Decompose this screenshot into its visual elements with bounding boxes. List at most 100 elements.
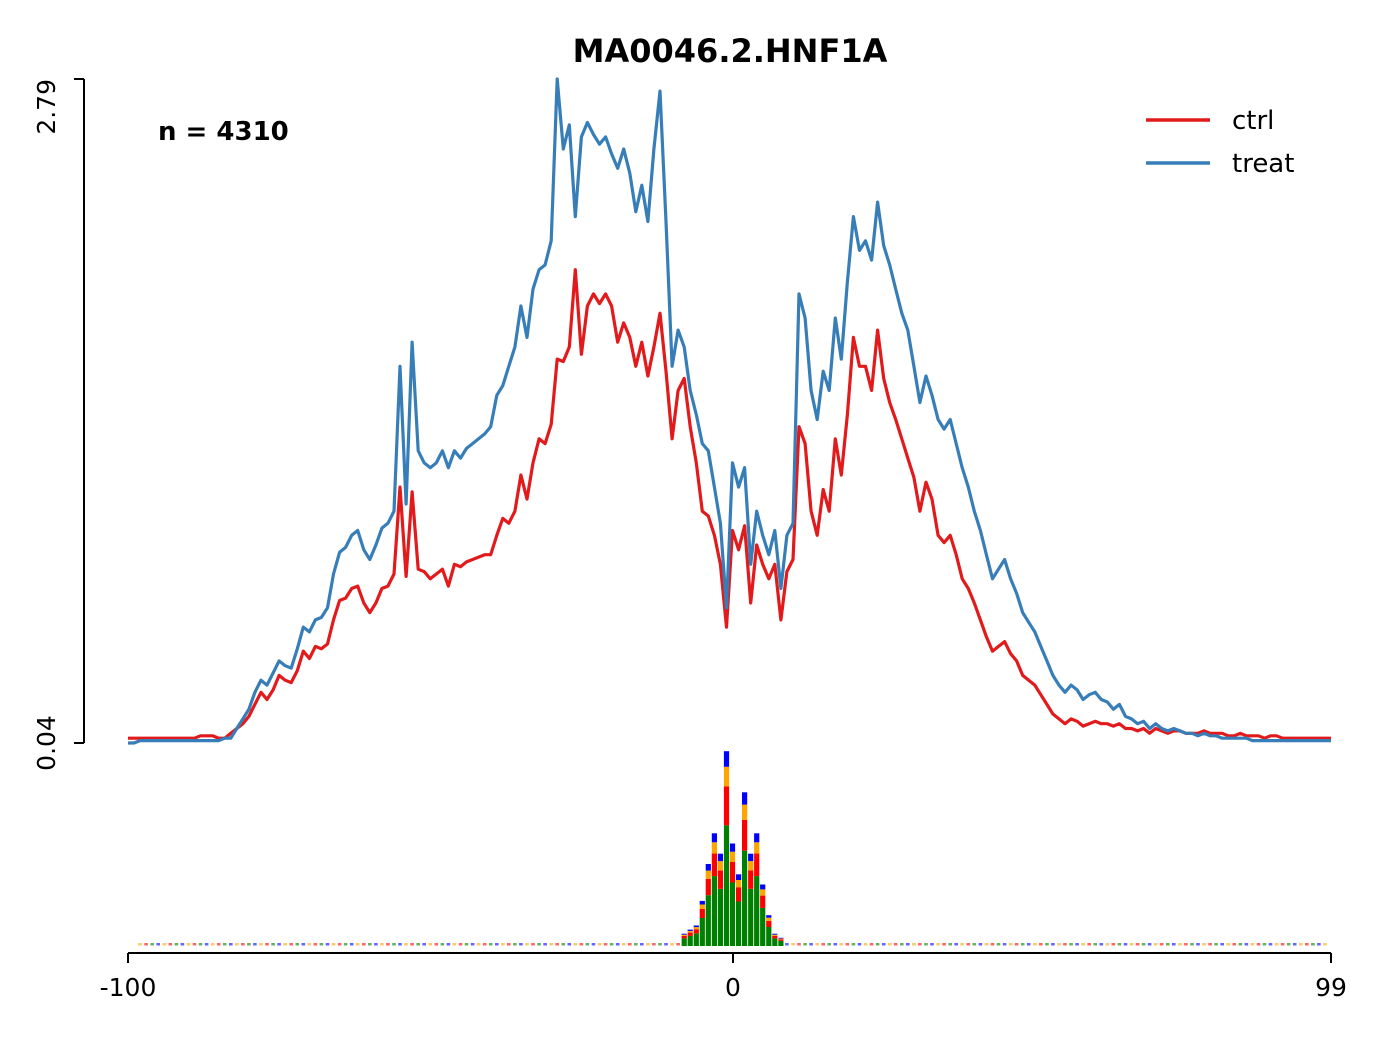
logo-letter-mark — [699, 918, 705, 946]
logo-letter-mark — [748, 870, 754, 889]
logo-letter-mark — [754, 833, 760, 843]
logo-background-mark — [585, 943, 590, 946]
logo-background-mark — [930, 943, 934, 946]
logo-background-mark — [1166, 943, 1170, 946]
logo-letter-mark — [705, 878, 711, 896]
logo-background-mark — [168, 943, 173, 946]
logo-background-mark — [785, 943, 789, 946]
logo-background-mark — [434, 943, 439, 946]
logo-letter-mark — [742, 850, 748, 946]
logo-background-mark — [1172, 943, 1176, 946]
logo-background-mark — [1014, 943, 1019, 946]
logo-letter-mark — [754, 876, 760, 946]
logo-letter-mark — [693, 925, 699, 928]
logo-background-mark — [180, 943, 185, 946]
chart-title: MA0046.2.HNF1A — [573, 32, 888, 70]
logo-letter-mark — [778, 939, 784, 941]
logo-background-mark — [797, 943, 801, 946]
logo-background-mark — [1045, 943, 1049, 946]
logo-background-mark — [676, 943, 680, 946]
logo-background-mark — [984, 943, 989, 946]
logo-letter-mark — [748, 853, 754, 862]
logo-background-mark — [936, 943, 940, 946]
logo-background-mark — [1105, 943, 1110, 946]
logo-background-mark — [1238, 943, 1243, 946]
logo-letter-mark — [693, 927, 699, 930]
logo-letter-mark — [760, 907, 766, 946]
logo-background-mark — [791, 943, 795, 946]
logo-background-mark — [1081, 943, 1085, 946]
logo-letter-mark — [742, 804, 748, 820]
y-tick-label-min: 0.04 — [32, 715, 61, 771]
logo-background-mark — [325, 943, 330, 946]
logo-background-mark — [1051, 943, 1055, 946]
logo-background-mark — [1202, 943, 1206, 946]
logo-background-mark — [349, 943, 354, 946]
logo-background-mark — [138, 943, 142, 946]
logo-background-mark — [229, 943, 233, 946]
logo-background-mark — [615, 943, 620, 946]
logo-background-mark — [301, 943, 306, 946]
logo-letter-mark — [723, 751, 730, 767]
logo-letter-mark — [754, 842, 760, 854]
logo-background-mark — [392, 943, 396, 946]
logo-background-mark — [640, 943, 644, 946]
logo-background-mark — [906, 943, 910, 946]
series-line-treat — [128, 77, 1331, 745]
logo-letter-mark — [754, 853, 760, 877]
logo-background-mark — [525, 943, 529, 946]
logo-background-mark — [277, 943, 281, 946]
logo-background-mark — [597, 943, 602, 946]
logo-background-mark — [996, 943, 1001, 946]
logo-background-mark — [513, 943, 517, 946]
logo-background-mark — [331, 943, 336, 946]
logo-background-mark — [452, 943, 457, 946]
logo-background-mark — [1184, 943, 1188, 946]
logo-background-mark — [863, 943, 868, 946]
logo-background-mark — [253, 943, 257, 946]
logo-letter-mark — [736, 880, 742, 888]
logo-background-mark — [440, 943, 445, 946]
logo-background-mark — [1026, 943, 1031, 946]
logo-background-mark — [488, 943, 493, 946]
logo-background-mark — [1299, 943, 1303, 946]
logo-background-mark — [1286, 943, 1291, 946]
logo-background-mark — [470, 943, 475, 946]
logo-letter-mark — [687, 930, 693, 933]
logo-letter-mark — [729, 843, 736, 852]
logo-background-mark — [271, 943, 275, 946]
logo-background-mark — [313, 943, 318, 946]
logo-background-mark — [156, 943, 160, 946]
logo-background-mark — [537, 943, 541, 946]
logo-background-mark — [289, 943, 293, 946]
logo-background-mark — [1141, 943, 1146, 946]
legend-label-ctrl: ctrl — [1232, 106, 1274, 136]
logo-background-mark — [216, 943, 221, 946]
logo-background-mark — [821, 943, 825, 946]
logo-background-mark — [404, 943, 408, 946]
logo-letter-mark — [736, 874, 742, 880]
logo-background-mark — [464, 943, 469, 946]
logo-background-mark — [283, 943, 287, 946]
logo-background-mark — [966, 943, 971, 946]
logo-letter-mark — [717, 870, 723, 889]
logo-background-mark — [380, 943, 384, 946]
logo-background-mark — [670, 943, 674, 946]
logo-background-mark — [1256, 943, 1261, 946]
logo-background-mark — [839, 943, 844, 946]
series-layer — [128, 77, 1331, 745]
logo-background-mark — [501, 943, 505, 946]
logo-background-mark — [1002, 943, 1007, 946]
logo-background-mark — [881, 943, 886, 946]
logo-background-mark — [144, 943, 148, 946]
logo-letter-mark — [687, 929, 693, 931]
logo-background-mark — [948, 943, 952, 946]
logo-background-mark — [1220, 943, 1224, 946]
logo-background-mark — [1226, 943, 1230, 946]
logo-background-mark — [198, 943, 203, 946]
motif-logo — [138, 751, 1327, 946]
x-tick-label-zero: 0 — [725, 973, 741, 1002]
y-tick-label-max: 2.79 — [32, 79, 61, 135]
logo-background-mark — [428, 943, 433, 946]
logo-background-mark — [204, 943, 209, 946]
